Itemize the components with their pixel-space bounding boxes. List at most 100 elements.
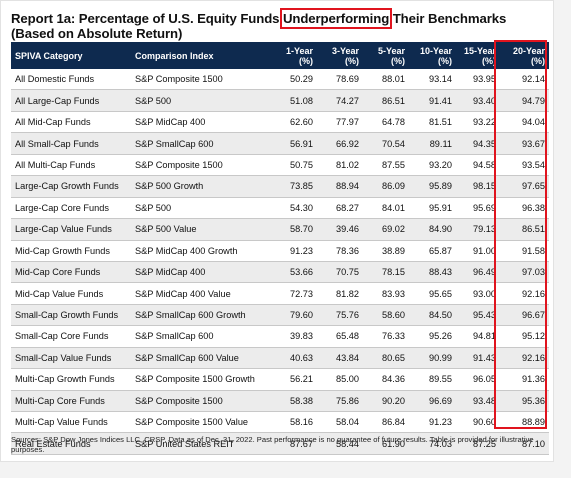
cell-3-year: 75.76 [317,304,363,327]
cell-20-year: 92.16 [500,282,549,305]
cell-5-year: 61.90 [363,432,409,455]
cell-5-year: 80.65 [363,347,409,370]
cell-index: S&P 500 Value [131,218,273,241]
cell-category: Multi-Cap Growth Funds [11,368,131,391]
cell-category: Multi-Cap Core Funds [11,390,131,413]
table-row: Mid-Cap Growth Funds S&P MidCap 400 Growt… [11,240,549,262]
cell-index: S&P Composite 1500 Value [131,411,273,434]
cell-10-year: 65.87 [409,240,456,262]
footnote: Sources: S&P Dow Jones Indices LLC, CRSP… [11,435,534,454]
cell-10-year: 89.55 [409,368,456,391]
cell-20-year: 92.16 [500,347,549,370]
cell-1-year: 50.75 [273,154,317,177]
cell-15-year: 90.60 [456,411,500,434]
cell-index: S&P SmallCap 600 Growth [131,304,273,327]
table-header-row: SPIVA Category Comparison Index 1-Year (… [11,42,549,69]
cell-category: All Domestic Funds [11,69,131,91]
cell-15-year: 93.22 [456,111,500,134]
cell-5-year: 58.60 [363,304,409,327]
title-highlight-word: Underperforming [279,8,393,29]
cell-category: Small-Cap Value Funds [11,347,131,370]
cell-15-year: 96.49 [456,261,500,284]
cell-20-year: 86.51 [500,218,549,241]
cell-10-year: 95.26 [409,325,456,348]
cell-20-year: 91.36 [500,368,549,391]
cell-15-year: 95.69 [456,197,500,220]
table-row: Large-Cap Core Funds S&P 500 54.30 68.27 84.… [11,197,549,220]
header-10-year: 10-Year (%) [409,42,456,69]
cell-3-year: 85.00 [317,368,363,391]
table-row: Small-Cap Value Funds S&P SmallCap 600 Va… [11,347,549,370]
cell-10-year: 90.99 [409,347,456,370]
cell-1-year: 40.63 [273,347,317,370]
table-row: All Small-Cap Funds S&P SmallCap 600 56.91… [11,132,549,155]
cell-3-year: 77.97 [317,111,363,134]
cell-5-year: 84.36 [363,368,409,391]
cell-15-year: 93.48 [456,390,500,413]
cell-20-year: 97.03 [500,261,549,284]
cell-5-year: 84.01 [363,197,409,220]
cell-5-year: 76.33 [363,325,409,348]
cell-1-year: 54.30 [273,197,317,220]
cell-category: Mid-Cap Growth Funds [11,240,131,262]
cell-5-year: 38.89 [363,240,409,262]
cell-1-year: 53.66 [273,261,317,284]
cell-10-year: 84.50 [409,304,456,327]
cell-3-year: 39.46 [317,218,363,241]
cell-1-year: 58.16 [273,411,317,434]
cell-5-year: 69.02 [363,218,409,241]
table-row: Multi-Cap Growth Funds S&P Composite 1500… [11,368,549,391]
cell-15-year: 91.00 [456,240,500,262]
cell-index: S&P Composite 1500 [131,390,273,413]
cell-category: Small-Cap Core Funds [11,325,131,348]
cell-3-year: 68.27 [317,197,363,220]
title-prefix: Report 1a: Percentage of U.S. Equity Fun… [11,11,283,26]
table-row: Small-Cap Core Funds S&P SmallCap 600 39.8… [11,325,549,348]
cell-index: S&P SmallCap 600 Value [131,347,273,370]
cell-category: Large-Cap Value Funds [11,218,131,241]
table-row: All Multi-Cap Funds S&P Composite 1500 50.… [11,154,549,177]
table-row: Mid-Cap Value Funds S&P MidCap 400 Value 7… [11,282,549,305]
cell-5-year: 90.20 [363,390,409,413]
cell-3-year: 58.04 [317,411,363,434]
cell-index: S&P 500 Growth [131,175,273,198]
cell-10-year: 81.51 [409,111,456,134]
table-row: All Domestic Funds S&P Composite 1500 50.2… [11,69,549,91]
cell-category: Multi-Cap Value Funds [11,411,131,434]
cell-10-year: 91.23 [409,411,456,434]
cell-20-year: 91.58 [500,240,549,262]
cell-category: Mid-Cap Core Funds [11,261,131,284]
cell-3-year: 66.92 [317,132,363,155]
cell-15-year: 87.25 [456,432,500,455]
header-5-year: 5-Year (%) [363,42,409,69]
cell-index: S&P Composite 1500 [131,154,273,177]
cell-1-year: 79.60 [273,304,317,327]
cell-20-year: 95.36 [500,390,549,413]
cell-10-year: 95.89 [409,175,456,198]
cell-10-year: 74.03 [409,432,456,455]
cell-10-year: 95.65 [409,282,456,305]
report-card: Report 1a: Percentage of U.S. Equity Fun… [0,0,554,462]
cell-5-year: 87.55 [363,154,409,177]
cell-15-year: 96.05 [456,368,500,391]
cell-5-year: 78.15 [363,261,409,284]
cell-1-year: 87.67 [273,432,317,455]
cell-index: S&P SmallCap 600 [131,132,273,155]
cell-20-year: 92.14 [500,69,549,91]
header-category: SPIVA Category [11,42,131,69]
cell-20-year: 87.10 [500,432,549,455]
table-row: Real Estate Funds S&P United States REIT 8… [11,432,549,455]
cell-10-year: 95.91 [409,197,456,220]
table-row: Small-Cap Growth Funds S&P SmallCap 600 G… [11,304,549,327]
cell-1-year: 91.23 [273,240,317,262]
cell-category: Large-Cap Growth Funds [11,175,131,198]
cell-3-year: 88.94 [317,175,363,198]
cell-5-year: 64.78 [363,111,409,134]
cell-index: S&P United States REIT [131,432,273,455]
cell-20-year: 97.65 [500,175,549,198]
cell-10-year: 91.41 [409,89,456,112]
cell-3-year: 74.27 [317,89,363,112]
table-row: Mid-Cap Core Funds S&P MidCap 400 53.66 70.… [11,261,549,284]
cell-20-year: 96.38 [500,197,549,220]
cell-5-year: 83.93 [363,282,409,305]
